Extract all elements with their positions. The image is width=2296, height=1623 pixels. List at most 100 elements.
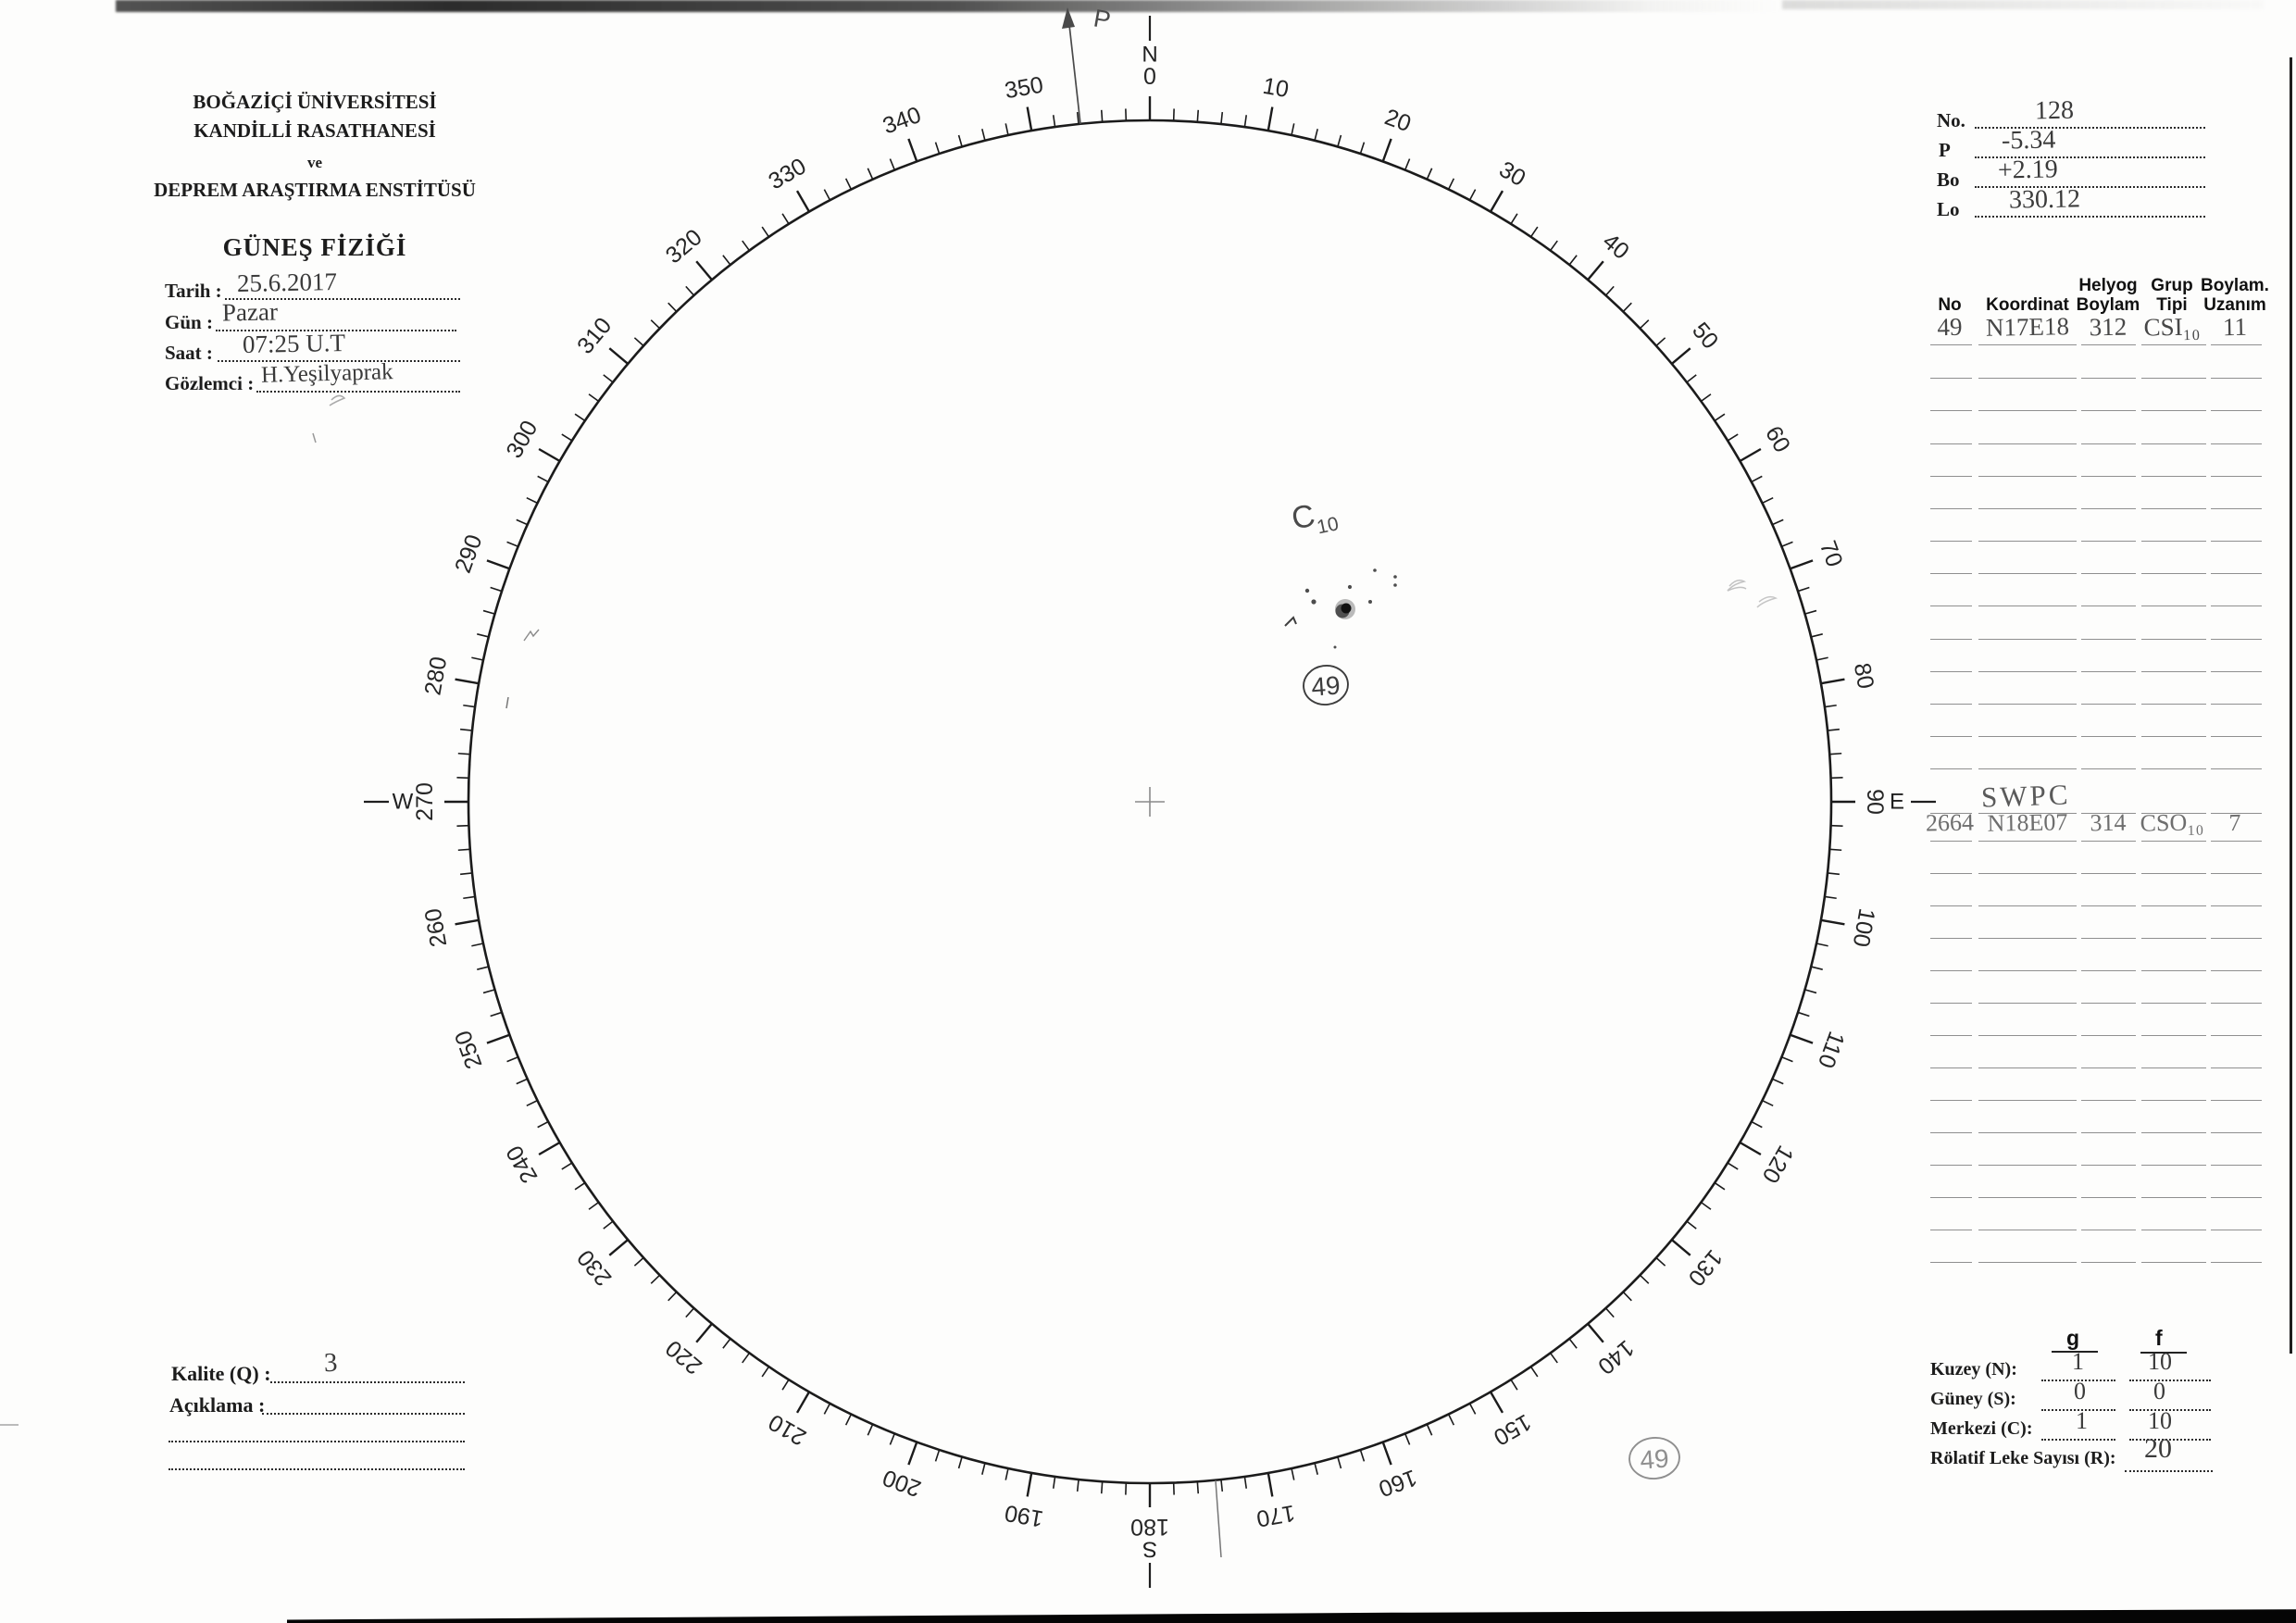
form-title: GÜNEŞ FİZİĞİ bbox=[222, 233, 407, 261]
table-row-line bbox=[1930, 344, 1972, 345]
group-class-annotation: C10 bbox=[1289, 498, 1341, 539]
table-row-line bbox=[2211, 768, 2262, 769]
cardinal-labels: N E S W bbox=[364, 16, 1936, 1588]
saat-label: Saat : bbox=[165, 342, 213, 364]
scan-artifact-top-band-fade bbox=[1782, 0, 2264, 9]
sunspot-satellite-dot bbox=[1347, 584, 1353, 590]
gozlemci-label: Gözlemci : bbox=[165, 372, 255, 394]
table-row-line bbox=[2211, 541, 2262, 542]
merkezi-label: Merkezi (C): bbox=[1930, 1418, 2033, 1439]
kuzey-label: Kuzey (N): bbox=[1930, 1359, 2017, 1380]
merkezi-g-dotted-line bbox=[2041, 1439, 2115, 1441]
table-row-line bbox=[1978, 1262, 2077, 1263]
degree-label: 40 bbox=[1598, 229, 1634, 265]
table-row-line bbox=[2211, 378, 2262, 379]
guney-g-value: 0 bbox=[2074, 1378, 2086, 1405]
table-cell-value: CSO₁₀ bbox=[2140, 808, 2204, 837]
table-row-line bbox=[1930, 508, 1972, 509]
table-row-line bbox=[1978, 573, 2077, 574]
table-row-line bbox=[2081, 573, 2136, 574]
cardinal-east-label: E bbox=[1890, 790, 1904, 815]
degree-label: 60 bbox=[1760, 421, 1795, 456]
kalite-dotted-line bbox=[270, 1381, 465, 1383]
ephemeris-lo-label: Lo bbox=[1937, 198, 1960, 220]
guney-f-value: 0 bbox=[2153, 1378, 2165, 1405]
table-row-line bbox=[2081, 970, 2136, 971]
f-column-underline bbox=[2140, 1352, 2187, 1354]
degree-label: 130 bbox=[1683, 1244, 1728, 1291]
table-row-line bbox=[2141, 1003, 2206, 1004]
sunspot-satellite-dot bbox=[1304, 588, 1310, 593]
degree-label: 230 bbox=[572, 1244, 617, 1291]
table-row-line bbox=[2081, 704, 2136, 705]
g-column-header: g bbox=[2066, 1326, 2080, 1350]
table-row-line bbox=[1978, 410, 2077, 411]
table-row-line bbox=[1978, 1003, 2077, 1004]
sunspot-satellite-dot bbox=[1368, 600, 1372, 604]
table-row-line bbox=[2211, 1035, 2262, 1036]
table-row-line bbox=[1930, 1197, 1972, 1198]
degree-label: 250 bbox=[450, 1027, 488, 1072]
table-row-line bbox=[2141, 873, 2206, 874]
scan-artifact-top-band bbox=[116, 0, 1782, 12]
table-row-line bbox=[2141, 938, 2206, 939]
degree-label: 110 bbox=[1813, 1028, 1850, 1071]
table-column-header: Koordinat bbox=[1986, 295, 2069, 315]
table-row-line bbox=[1978, 344, 2077, 345]
degree-label: 270 bbox=[412, 782, 438, 821]
table-row-line bbox=[1978, 736, 2077, 737]
table-row-line bbox=[1978, 841, 2077, 842]
table-row-line bbox=[1978, 1197, 2077, 1198]
sunspot-group-drawing bbox=[1284, 568, 1397, 649]
table-row-line bbox=[1930, 905, 1972, 906]
ephemeris-bo-label: Bo bbox=[1937, 169, 1960, 191]
degree-label: 350 bbox=[1003, 71, 1045, 104]
cardinal-west-label: W bbox=[393, 790, 414, 815]
cardinal-south-label: S bbox=[1142, 1537, 1157, 1562]
institution-line4: DEPREM ARAŞTIRMA ENSTİTÜSÜ bbox=[154, 179, 476, 201]
sunspot-satellite-dot bbox=[1311, 599, 1316, 605]
table-column-header: Grup Tipi bbox=[2151, 276, 2193, 315]
table-row-line bbox=[2141, 736, 2206, 737]
table-row-line bbox=[2141, 573, 2206, 574]
table-row-line bbox=[2081, 671, 2136, 672]
table-row-line bbox=[2081, 443, 2136, 444]
table-row-line bbox=[2141, 671, 2206, 672]
table-row-line bbox=[2211, 736, 2262, 737]
degree-label: 200 bbox=[880, 1464, 925, 1502]
table-row-line bbox=[2211, 704, 2262, 705]
table-row-line bbox=[2211, 1262, 2262, 1263]
table-column-header: Helyog Boylam bbox=[2076, 276, 2140, 315]
degree-label: 10 bbox=[1261, 73, 1291, 103]
table-row-line bbox=[1978, 938, 2077, 939]
table-row-line bbox=[2081, 736, 2136, 737]
table-row-line bbox=[2211, 344, 2262, 345]
faint-pencil-marks bbox=[312, 394, 1778, 709]
table-row-line bbox=[2081, 476, 2136, 477]
gun-label: Gün : bbox=[165, 311, 213, 333]
table-row-line bbox=[2211, 1067, 2262, 1068]
degree-label: 150 bbox=[1489, 1409, 1535, 1451]
table-row-line bbox=[2141, 476, 2206, 477]
p-angle-label: P bbox=[1092, 4, 1113, 34]
table-row-line bbox=[2211, 905, 2262, 906]
degree-label: 50 bbox=[1687, 318, 1723, 354]
institution-line2: KANDİLLİ RASATHANESİ bbox=[193, 119, 436, 142]
kalite-value: 3 bbox=[323, 1347, 339, 1379]
table-row-line bbox=[2211, 1100, 2262, 1101]
table-row-line bbox=[1978, 639, 2077, 640]
institution-header: BOĞAZİÇİ ÜNİVERSİTESİ KANDİLLİ RASATHANE… bbox=[125, 91, 505, 262]
ephemeris-no-dotted-line bbox=[1975, 127, 2205, 129]
degree-label: 140 bbox=[1592, 1335, 1639, 1380]
degree-label: 310 bbox=[572, 313, 617, 359]
table-row-line bbox=[2141, 813, 2206, 814]
table-row-line bbox=[1930, 704, 1972, 705]
table-row-line bbox=[2211, 873, 2262, 874]
table-row-line bbox=[2211, 813, 2262, 814]
degree-label: 20 bbox=[1381, 104, 1415, 137]
g-column-underline bbox=[2052, 1351, 2098, 1353]
svg-text:49: 49 bbox=[1639, 1443, 1669, 1474]
table-row-line bbox=[1930, 671, 1972, 672]
table-row-line bbox=[2081, 344, 2136, 345]
